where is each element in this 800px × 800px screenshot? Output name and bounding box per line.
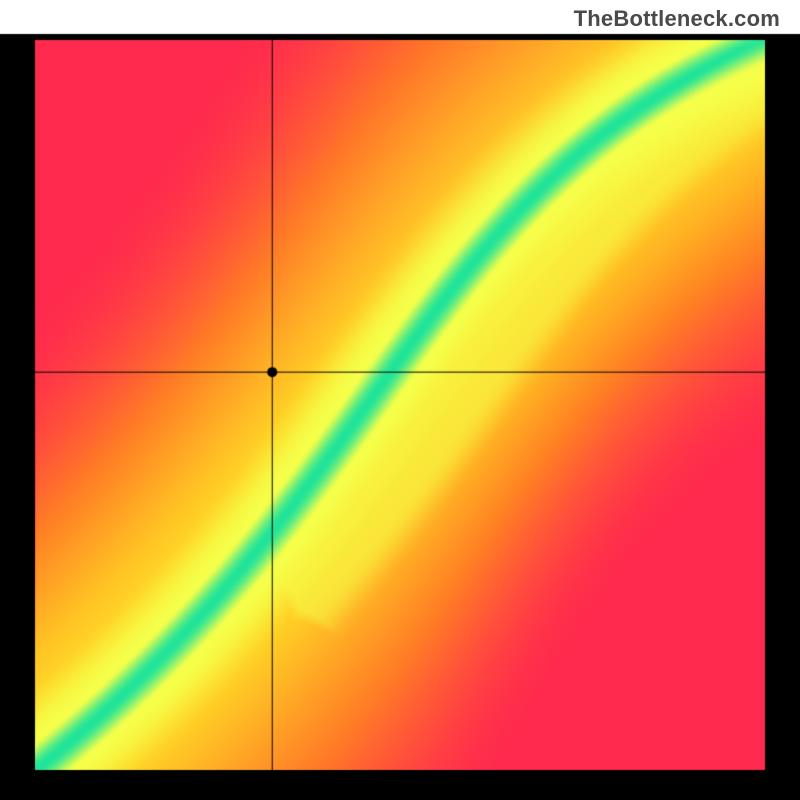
- chart-container: TheBottleneck.com: [0, 0, 800, 800]
- watermark-text: TheBottleneck.com: [574, 6, 780, 32]
- heatmap-canvas: [0, 0, 800, 800]
